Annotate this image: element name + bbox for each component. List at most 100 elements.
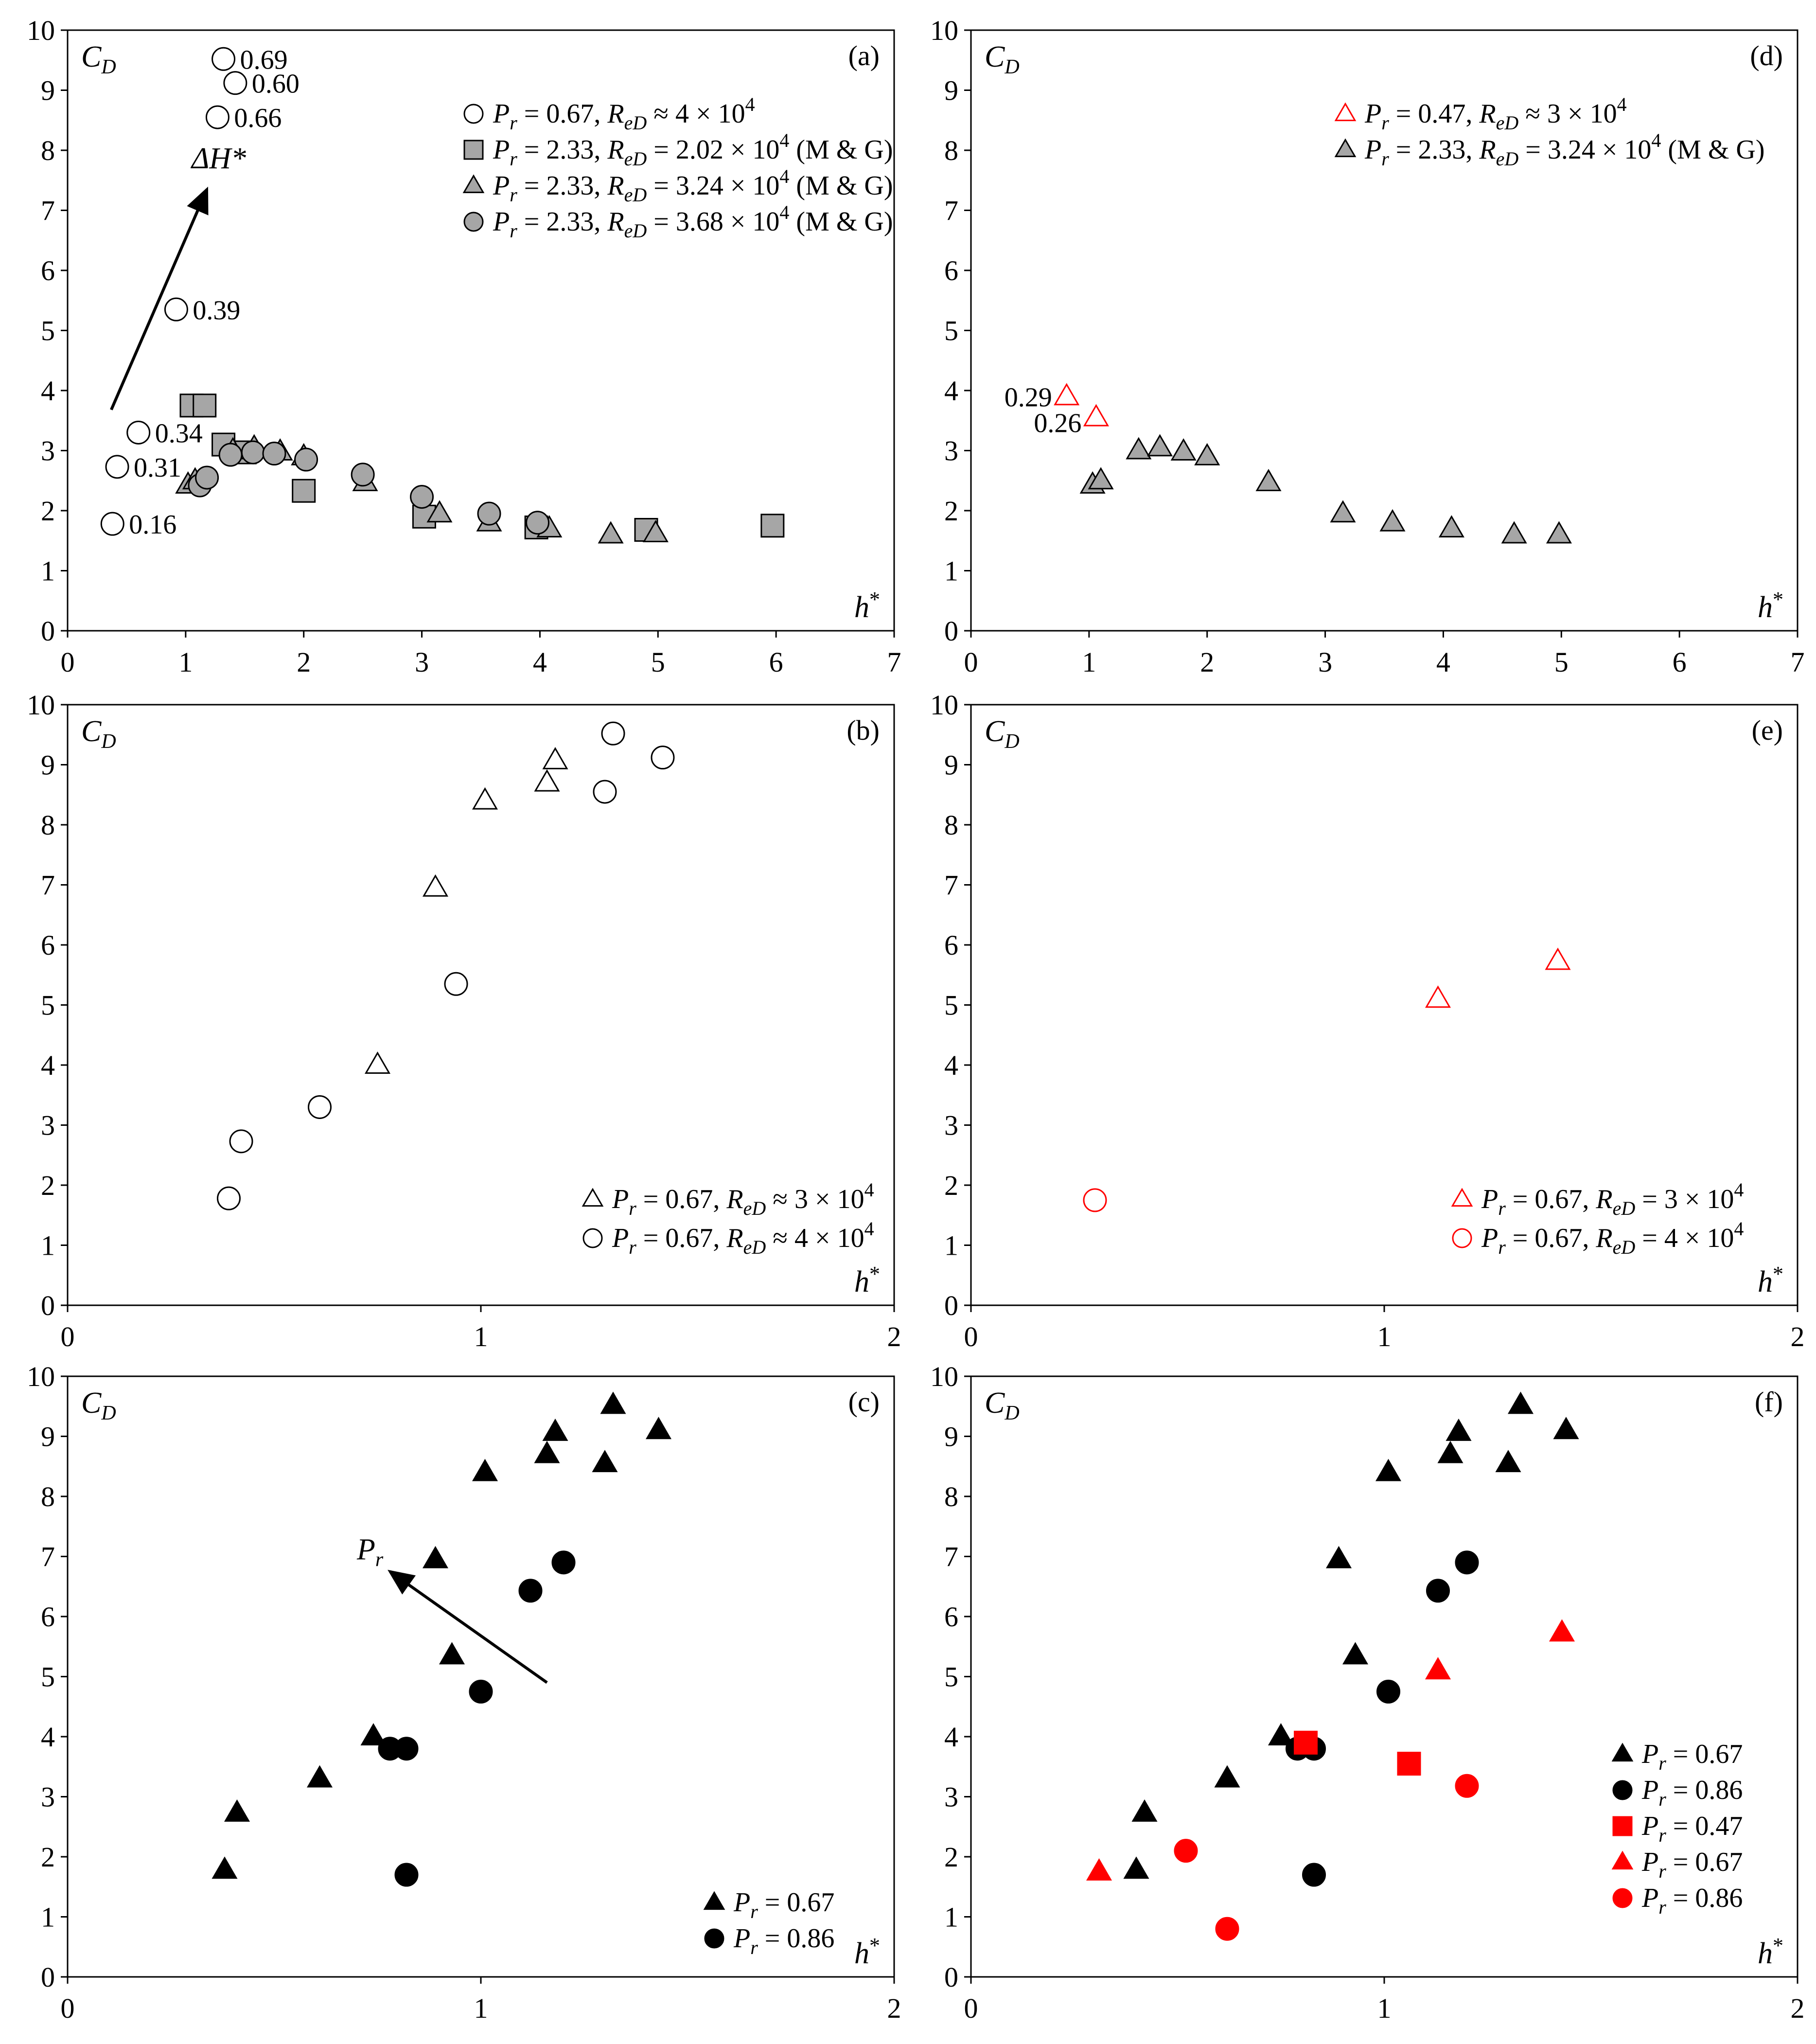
data-point	[1255, 469, 1282, 492]
data-point	[262, 442, 286, 466]
panel-label: (d)	[1750, 40, 1783, 71]
data-point	[598, 521, 624, 544]
y-tick-label: 0	[41, 1290, 55, 1321]
y-tick-label: 10	[930, 1361, 958, 1392]
y-tick-label: 0	[41, 615, 55, 647]
y-tick-label: 7	[41, 870, 55, 901]
data-point	[1325, 1546, 1352, 1568]
y-tick-label: 1	[944, 555, 958, 587]
data-point	[1330, 500, 1356, 523]
data-point	[542, 1419, 568, 1441]
legend-marker	[704, 1928, 724, 1949]
data-point	[195, 465, 219, 490]
panel-label: (c)	[848, 1386, 880, 1418]
point-annotation: 0.26	[1034, 409, 1081, 439]
data-point	[651, 746, 675, 770]
y-axis-label: CD	[985, 1386, 1020, 1424]
x-tick-label: 4	[1436, 646, 1450, 678]
legend-marker	[582, 1188, 604, 1207]
legend-marker	[1334, 138, 1357, 158]
y-tick-label: 4	[41, 1721, 55, 1753]
x-tick-label: 7	[887, 646, 901, 678]
legend-entry: Pr = 0.67	[1641, 1739, 1743, 1774]
y-tick-label: 5	[41, 990, 55, 1021]
data-point	[205, 105, 229, 129]
y-tick-label: 3	[41, 1781, 55, 1813]
data-point	[1425, 1657, 1451, 1680]
data-point	[394, 1737, 419, 1761]
legend-marker	[463, 140, 484, 160]
point-annotation: 0.34	[155, 418, 203, 448]
y-tick-label: 2	[944, 1170, 958, 1201]
data-point	[1054, 383, 1080, 406]
data-point	[1215, 1917, 1239, 1941]
y-tick-label: 3	[944, 1781, 958, 1813]
x-axis-label: h*	[854, 1934, 880, 1970]
arrow-label: Pr	[356, 1533, 384, 1571]
data-point	[223, 71, 247, 95]
data-point	[1553, 1417, 1579, 1440]
data-point	[224, 1799, 250, 1822]
y-tick-label: 7	[944, 195, 958, 227]
data-point	[1507, 1391, 1534, 1414]
y-tick-label: 6	[41, 255, 55, 286]
data-point	[592, 1450, 618, 1473]
data-point	[1088, 467, 1114, 490]
series-0	[212, 1391, 672, 1879]
y-tick-label: 5	[41, 1661, 55, 1693]
legend-entry: Pr = 0.86	[1641, 1775, 1743, 1810]
series-4	[1174, 1774, 1479, 1941]
data-point	[1376, 1679, 1400, 1704]
legend-entry: Pr = 0.86	[733, 1923, 834, 1958]
data-point	[1123, 1856, 1149, 1879]
legend-entry: Pr = 0.67, ReD = 4 × 104	[1481, 1218, 1744, 1258]
data-point	[1174, 1839, 1198, 1863]
data-point	[1426, 1579, 1450, 1603]
y-tick-label: 2	[41, 1170, 55, 1201]
trend-arrow	[388, 1569, 548, 1684]
data-point	[306, 1765, 333, 1788]
x-tick-label: 6	[1673, 646, 1687, 678]
y-tick-label: 5	[944, 315, 958, 347]
point-annotation: 0.60	[252, 69, 300, 99]
y-tick-label: 3	[944, 435, 958, 467]
series-2	[1294, 1730, 1421, 1776]
panel-d: 0 1 2 3 4 5 6 7 8 9 10 0 1 2 3 4 5 6 7 CD h* (d) 0.290.26 Pr = …	[930, 15, 1805, 678]
data-point	[241, 440, 265, 464]
x-tick-label: 1	[178, 646, 193, 678]
data-point	[444, 972, 468, 996]
x-tick-label: 2	[297, 646, 311, 678]
data-point	[551, 1550, 576, 1575]
data-point	[1131, 1799, 1158, 1822]
y-tick-label: 4	[41, 1049, 55, 1081]
y-tick-label: 10	[930, 15, 958, 46]
data-point	[410, 485, 434, 509]
data-point	[105, 455, 129, 479]
data-point	[645, 1417, 672, 1440]
y-tick-label: 1	[41, 1230, 55, 1262]
y-tick-label: 4	[944, 1721, 958, 1753]
series-1	[378, 1550, 576, 1887]
y-tick-label: 0	[944, 1290, 958, 1321]
legend-entry: Pr = 2.33, ReD = 2.02 × 104 (M & G)	[493, 129, 893, 170]
panel-e: 0 1 2 3 4 5 6 7 8 9 10 0 1 2 CD h* (e) Pr = 0.67, ReD = 3…	[930, 689, 1805, 1352]
panel-label: (a)	[848, 40, 880, 71]
y-tick-label: 8	[41, 135, 55, 166]
y-tick-label: 9	[944, 1421, 958, 1453]
y-tick-label: 2	[944, 1841, 958, 1873]
x-tick-label: 7	[1791, 646, 1805, 678]
y-tick-label: 9	[41, 1421, 55, 1453]
data-point	[1268, 1723, 1294, 1746]
data-point	[1397, 1752, 1421, 1776]
x-tick-label: 3	[1318, 646, 1332, 678]
y-tick-label: 9	[41, 75, 55, 107]
legend-marker	[462, 174, 485, 194]
data-point	[593, 780, 617, 804]
data-point	[1425, 985, 1451, 1008]
y-axis-label: CD	[81, 1386, 116, 1424]
y-tick-label: 6	[944, 255, 958, 286]
data-point	[1302, 1863, 1326, 1887]
data-point	[292, 479, 316, 503]
